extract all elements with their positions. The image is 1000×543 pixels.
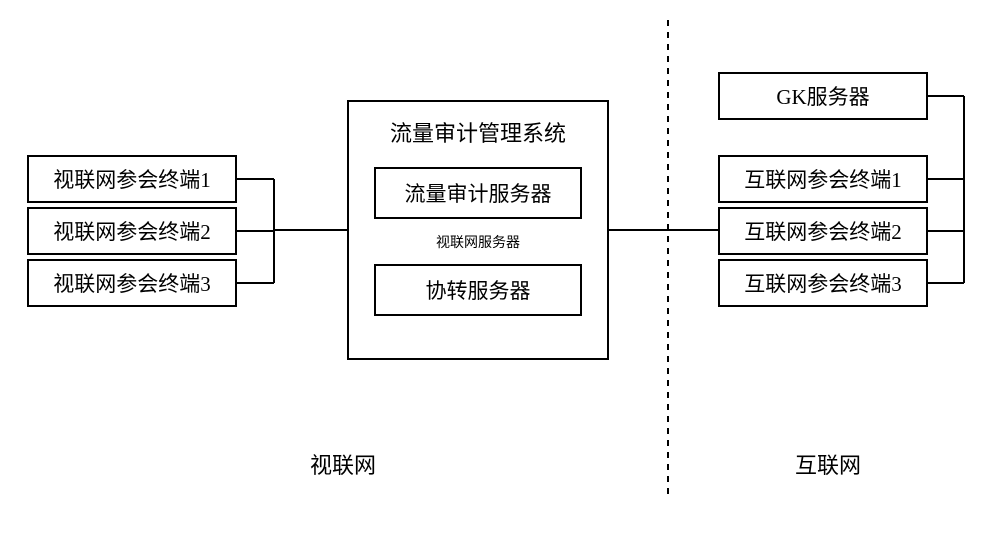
vnet-terminal-2-label: 视联网参会终端2 [53,216,211,246]
relay-server-label: 协转服务器 [426,275,531,305]
inet-terminal-2-label: 互联网参会终端2 [744,216,902,246]
vnet-server-label: 视联网服务器 [349,232,607,252]
inet-terminal-3-label: 互联网参会终端3 [744,268,902,298]
traffic-audit-system: 流量审计管理系统 流量审计服务器 视联网服务器 协转服务器 [347,100,609,360]
inet-terminal-1: 互联网参会终端1 [718,155,928,203]
gk-server-label: GK服务器 [776,81,869,111]
vnet-terminal-1-label: 视联网参会终端1 [53,164,211,194]
vnet-terminal-2: 视联网参会终端2 [27,207,237,255]
traffic-audit-system-title: 流量审计管理系统 [349,116,607,148]
inet-terminal-1-label: 互联网参会终端1 [744,164,902,194]
inet-domain-label: 互联网 [795,448,861,480]
inet-terminal-3: 互联网参会终端3 [718,259,928,307]
traffic-audit-server: 流量审计服务器 [374,167,582,219]
vnet-domain-label: 视联网 [310,448,376,480]
vnet-terminal-3: 视联网参会终端3 [27,259,237,307]
relay-server: 协转服务器 [374,264,582,316]
vnet-terminal-1: 视联网参会终端1 [27,155,237,203]
vnet-terminal-3-label: 视联网参会终端3 [53,268,211,298]
traffic-audit-server-label: 流量审计服务器 [405,178,552,208]
inet-terminal-2: 互联网参会终端2 [718,207,928,255]
gk-server: GK服务器 [718,72,928,120]
